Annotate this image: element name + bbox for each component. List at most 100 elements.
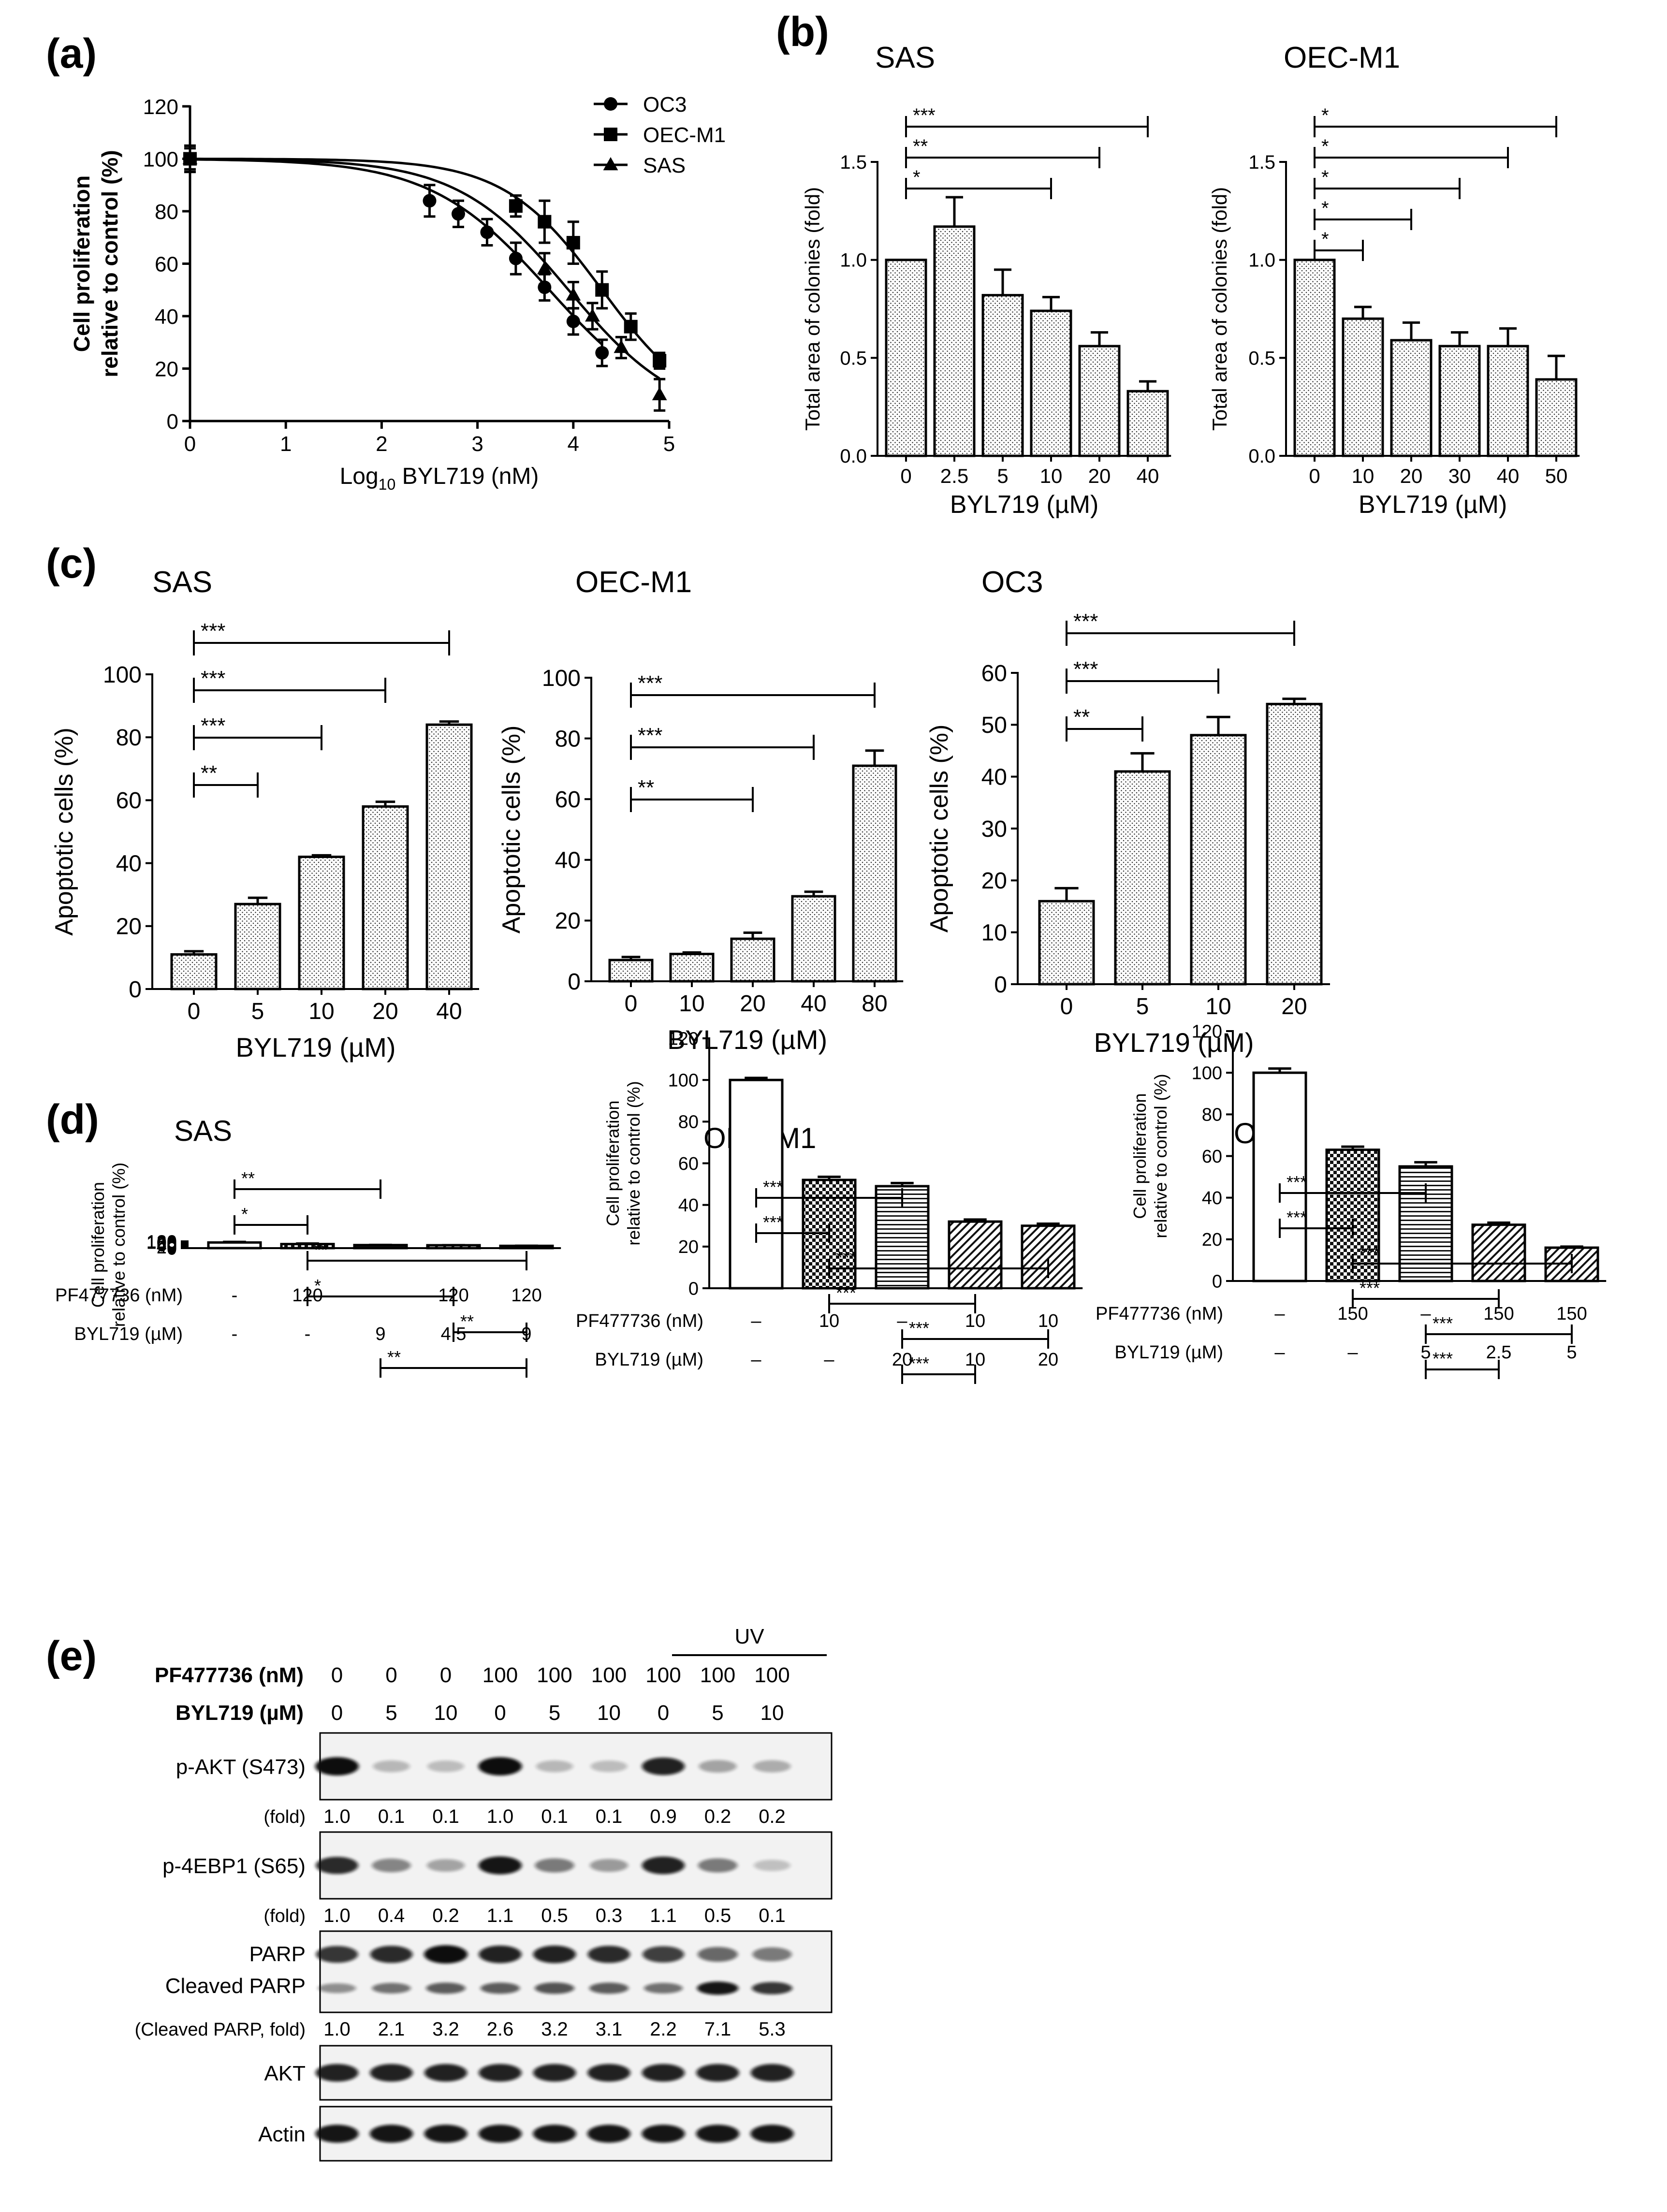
fit-curve bbox=[190, 158, 660, 379]
pf-lane-value: 0 bbox=[440, 1663, 452, 1687]
y-tick-label: 0 bbox=[688, 1279, 699, 1299]
y-tick-label: 0.5 bbox=[840, 348, 867, 369]
significance-label: * bbox=[1321, 136, 1329, 157]
pf-lane-value: 100 bbox=[483, 1663, 518, 1687]
significance-label: *** bbox=[1287, 1208, 1307, 1227]
significance-label: ** bbox=[314, 1240, 328, 1260]
fold-value: 0.5 bbox=[541, 1905, 568, 1926]
fold-value: 1.0 bbox=[323, 1905, 351, 1926]
blot-band bbox=[315, 2125, 359, 2143]
significance-label: * bbox=[913, 167, 921, 188]
y-axis-label: Apoptotic cells (%) bbox=[925, 725, 953, 933]
blot-band bbox=[699, 1760, 737, 1773]
y-tick-label: 120 bbox=[143, 95, 178, 119]
panel-letter-b: (b) bbox=[776, 9, 829, 55]
pf-lane-value: 100 bbox=[754, 1663, 790, 1687]
blot-band bbox=[754, 1860, 790, 1871]
y-tick-label: 20 bbox=[116, 914, 142, 940]
byl-lane-value: 10 bbox=[597, 1701, 621, 1725]
fold-value: 0.1 bbox=[759, 1905, 786, 1926]
x-tick-label: 5 bbox=[251, 999, 264, 1024]
significance-label: *** bbox=[201, 714, 225, 738]
pf-lane-value: 100 bbox=[537, 1663, 572, 1687]
pf-dose-value: 150 bbox=[1556, 1304, 1587, 1324]
blot-band bbox=[316, 1946, 358, 1963]
blot-band bbox=[696, 2064, 739, 2082]
y-tick-label: 120 bbox=[146, 1232, 177, 1252]
significance-label: *** bbox=[763, 1212, 783, 1232]
x-axis-label: BYL719 (µM) bbox=[235, 1032, 395, 1062]
blot-band bbox=[587, 1946, 630, 1963]
y-tick-label: 60 bbox=[981, 661, 1007, 686]
significance-label: *** bbox=[1360, 1243, 1380, 1263]
panel-letter-d: (d) bbox=[46, 1096, 99, 1143]
x-tick-label: 20 bbox=[740, 991, 765, 1017]
significance-label: *** bbox=[1073, 610, 1098, 633]
significance-label: *** bbox=[1287, 1172, 1307, 1192]
x-tick-label: 5 bbox=[663, 432, 675, 456]
y-tick-label: 0 bbox=[167, 1238, 177, 1259]
y-tick-label: 20 bbox=[555, 908, 581, 934]
data-point bbox=[585, 308, 600, 322]
y-tick-label: 100 bbox=[146, 1233, 177, 1253]
chart-b-oec-m1: OEC-M1 0.0 0.5 1.0 1.5 Total area of colonies… bbox=[1208, 41, 1580, 519]
blot-band bbox=[478, 2125, 522, 2143]
y-tick-label: 60 bbox=[157, 1235, 177, 1255]
byl-dose-value: 20 bbox=[1038, 1350, 1058, 1370]
blot-4 bbox=[315, 2106, 833, 2162]
y-axis-label-line: Cell proliferation bbox=[1130, 1093, 1150, 1219]
significance-label: *** bbox=[201, 619, 225, 643]
blot-band bbox=[424, 1945, 468, 1964]
bar bbox=[1190, 734, 1247, 986]
blot-band bbox=[369, 2125, 413, 2143]
blot-label-secondary: Cleaved PARP bbox=[165, 1974, 306, 1998]
byl-lane-value: 10 bbox=[760, 1701, 784, 1725]
blot-0 bbox=[315, 1732, 833, 1801]
significance-label: ** bbox=[387, 1347, 401, 1367]
blot-band bbox=[479, 2064, 522, 2082]
blot-band-cleaved bbox=[752, 1982, 792, 1994]
fold-value: 0.1 bbox=[596, 1806, 623, 1827]
y-tick-label: 80 bbox=[157, 1234, 177, 1254]
data-point bbox=[537, 261, 552, 275]
x-tick-label: 40 bbox=[1137, 465, 1159, 487]
x-axis-label: BYL719 (µM) bbox=[1094, 1027, 1254, 1058]
x-tick-label: 40 bbox=[801, 991, 826, 1017]
blot-band bbox=[427, 1761, 464, 1772]
fold-label: (fold) bbox=[263, 1906, 306, 1926]
significance-label: * bbox=[314, 1276, 321, 1295]
y-tick-label: 50 bbox=[981, 713, 1007, 738]
significance-label: *** bbox=[836, 1248, 856, 1267]
data-point bbox=[182, 151, 198, 164]
y-axis-label-line: Cell proliferation bbox=[69, 175, 94, 352]
y-axis-label-line: Cell proliferation bbox=[88, 1182, 108, 1308]
byl-lane-value: 0 bbox=[331, 1701, 343, 1725]
significance-label: *** bbox=[913, 105, 936, 126]
blot-2 bbox=[316, 1930, 833, 2013]
bar bbox=[948, 1220, 1003, 1290]
y-tick-label: 40 bbox=[678, 1195, 699, 1216]
x-tick-label: 40 bbox=[436, 999, 462, 1024]
chart-c-oc3: OC3 0 10 20 30 40 50 60 Apoptotic cells (%) 0 5 10 2… bbox=[925, 566, 1330, 1058]
byl-lane-value: 5 bbox=[712, 1701, 723, 1725]
bar bbox=[1293, 259, 1336, 457]
y-tick-label: 0.0 bbox=[1248, 446, 1275, 467]
y-tick-label: 40 bbox=[155, 305, 178, 329]
x-tick-label: 3 bbox=[471, 432, 483, 456]
byl-dose-value: – bbox=[1347, 1342, 1358, 1363]
y-tick-label: 100 bbox=[542, 666, 581, 691]
chart-c-oec-m1: OEC-M1 0 20 40 60 80 100 Apoptotic cells (%) 0 10… bbox=[497, 566, 904, 1055]
y-tick-label: 100 bbox=[668, 1070, 699, 1091]
fold-value: 2.1 bbox=[378, 2019, 405, 2040]
blot-band-cleaved bbox=[535, 1982, 574, 1994]
blot-band bbox=[698, 1858, 738, 1873]
y-tick-label: 0 bbox=[167, 410, 178, 434]
y-tick-label: 80 bbox=[155, 200, 178, 224]
significance-label: *** bbox=[638, 671, 662, 695]
chart-title: SAS bbox=[875, 41, 935, 74]
significance-label: *** bbox=[638, 724, 662, 747]
x-tick-label: 80 bbox=[862, 991, 887, 1017]
x-tick-label: 20 bbox=[1400, 465, 1423, 487]
uv-label: UV bbox=[734, 1625, 764, 1648]
